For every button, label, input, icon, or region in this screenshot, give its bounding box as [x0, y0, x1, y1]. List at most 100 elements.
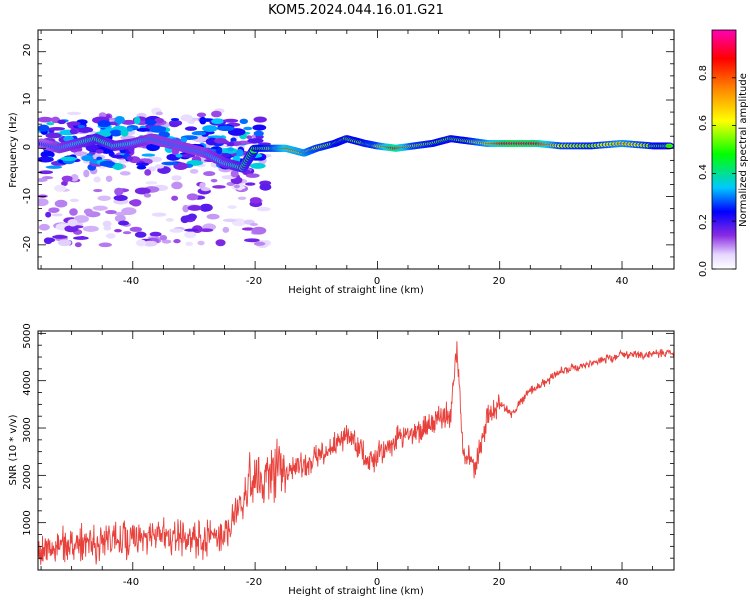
snr-y-axis-label: SNR (10 * v/v) [8, 414, 19, 485]
heatmap-cell [38, 156, 54, 163]
heatmap-cell [149, 231, 162, 237]
x-tick-label: -20 [246, 577, 262, 588]
heatmap-cell [171, 195, 179, 201]
heatmap-cell [93, 176, 101, 183]
heatmap-cell [45, 165, 63, 169]
heatmap-cell [45, 211, 52, 218]
heatmap-cell [196, 112, 207, 118]
heatmap-cell [171, 181, 183, 190]
heatmap-cell [118, 159, 128, 164]
heatmap-cell [95, 149, 104, 154]
heatmap-cell [211, 118, 224, 125]
heatmap-cell [211, 110, 222, 118]
heatmap-cell [76, 126, 94, 133]
heatmap-cell [202, 125, 218, 132]
heatmap-cell [69, 208, 78, 216]
heatmap-cell [253, 116, 267, 123]
heatmap-cell [210, 178, 218, 183]
heatmap-cell [67, 218, 78, 227]
heatmap-cell [144, 169, 152, 176]
heatmap-cell [249, 197, 262, 204]
heatmap-cell [246, 135, 253, 140]
heatmap-cell [253, 130, 264, 137]
heatmap-cell [245, 182, 256, 186]
heatmap-cell [151, 212, 167, 217]
heatmap-cell [230, 169, 239, 178]
heatmap-cell [135, 162, 149, 167]
heatmap-cell [105, 233, 116, 239]
heatmap-cell [148, 125, 167, 133]
heatmap-cell [256, 206, 271, 212]
x-tick-label: -20 [246, 276, 262, 287]
heatmap-cell [141, 153, 156, 157]
heatmap-cell [251, 226, 267, 235]
heatmap-cell [113, 194, 128, 202]
heatmap-cell [180, 114, 193, 122]
heatmap-cell [161, 239, 172, 244]
y-tick-label: 10 [22, 93, 33, 106]
spectrogram-y-tick-labels: 20 10 0 -10 -20 [22, 44, 33, 253]
heatmap-cell [184, 228, 199, 232]
heatmap-cell [184, 231, 197, 239]
heatmap-cell [247, 138, 264, 144]
heatmap-cell [54, 199, 68, 208]
heatmap-cell [169, 228, 184, 233]
heatmap-cell [170, 117, 180, 121]
heatmap-cell [175, 153, 183, 158]
heatmap-cell [81, 155, 94, 162]
heatmap-cell [126, 127, 134, 132]
heatmap-cell [78, 236, 87, 240]
x-tick-label: 40 [616, 577, 629, 588]
colorbar-gradient [711, 29, 737, 270]
heatmap-cell [133, 116, 141, 125]
heatmap-cell [180, 153, 196, 158]
heatmap-cell [249, 222, 259, 226]
heatmap-cell [99, 160, 115, 167]
x-tick-label: -40 [123, 276, 139, 287]
heatmap-cell [216, 125, 235, 132]
heatmap-cell [121, 119, 136, 125]
heatmap-cell [66, 121, 81, 126]
spectrogram-panel: -40 -20 0 20 40 20 10 0 -10 -20 Height o… [8, 29, 675, 296]
heatmap-cell [74, 242, 82, 248]
spectrogram-heatmap [38, 107, 674, 249]
y-tick-label: 20 [22, 44, 33, 57]
heatmap-cell [102, 220, 112, 227]
x-tick-label: 20 [493, 577, 506, 588]
heatmap-cell [250, 162, 266, 169]
heatmap-cell [114, 229, 122, 233]
heatmap-cell [38, 170, 54, 175]
heatmap-cell [216, 147, 223, 156]
heatmap-cell [103, 225, 112, 231]
y-tick-label: 1000 [22, 510, 33, 535]
heatmap-cell [258, 142, 271, 146]
y-tick-label: -20 [22, 236, 33, 252]
heatmap-cell [105, 210, 117, 215]
heatmap-cell [126, 155, 133, 162]
heatmap-cell [98, 112, 107, 118]
heatmap-cell [187, 205, 202, 211]
heatmap-cell [57, 239, 72, 247]
heatmap-cell [215, 239, 226, 247]
heatmap-cell [120, 129, 129, 137]
snr-x-axis-label: Height of straight line (km) [288, 586, 424, 597]
colorbar-tick-label: 0.4 [698, 164, 709, 180]
x-tick-label: 40 [616, 276, 629, 287]
heatmap-cell [184, 126, 198, 131]
heatmap-cell [121, 207, 137, 215]
heatmap-cell [180, 215, 189, 224]
snr-y-tick-labels: 5000 4000 3000 2000 1000 [22, 323, 33, 535]
heatmap-cell [228, 141, 235, 147]
y-tick-label: 3000 [22, 417, 33, 442]
snr-x-tick-labels: -40 -20 0 20 40 [123, 577, 629, 588]
heatmap-cell [236, 149, 244, 157]
heatmap-cell [243, 126, 253, 131]
heatmap-cell [60, 156, 77, 162]
heatmap-cell [187, 213, 197, 221]
heatmap-cell [135, 239, 147, 247]
heatmap-cell [96, 156, 103, 161]
heatmap-cell [134, 187, 151, 195]
spectrogram-axes-frame [37, 29, 675, 270]
x-tick-label: -40 [123, 577, 139, 588]
